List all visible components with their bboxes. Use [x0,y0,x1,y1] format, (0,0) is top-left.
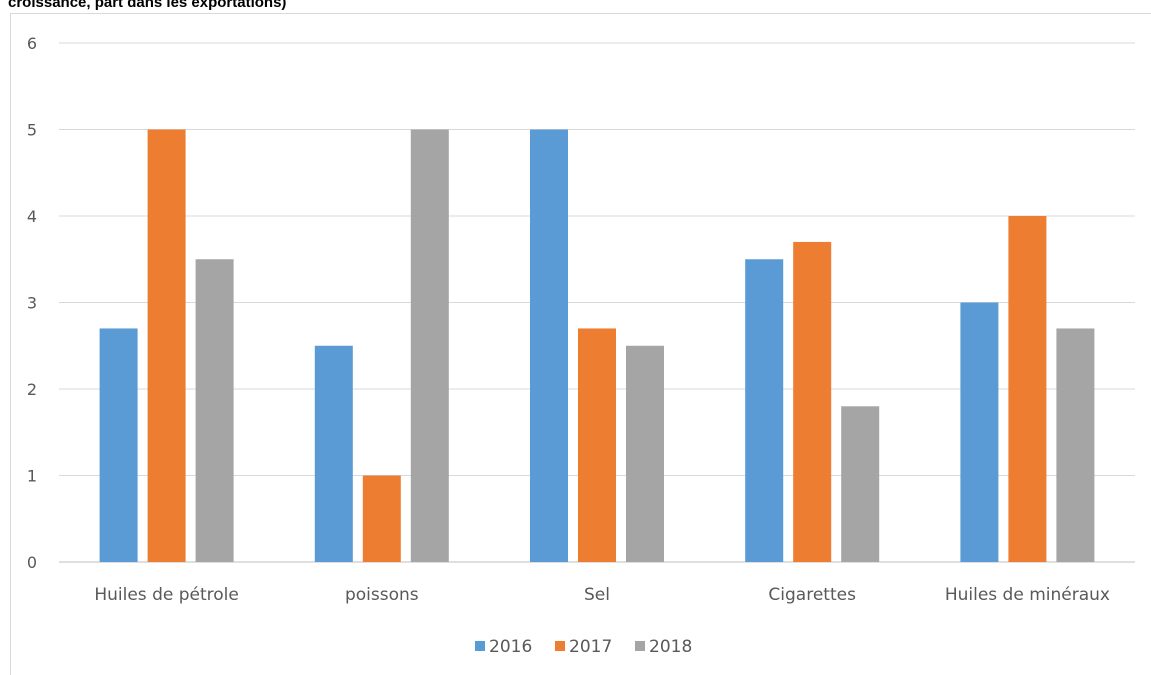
x-category-label: Sel [584,585,610,605]
x-category-label: Huiles de minéraux [945,585,1110,605]
page-title: croissance, part dans les exportations) [8,0,287,11]
legend-label-2016: 2016 [489,637,532,657]
bar-2018-0 [195,259,234,562]
bar-2017-1 [362,475,401,562]
legend-swatch-2016 [475,641,485,651]
bars [99,129,1095,562]
y-tick-label: 0 [27,553,37,572]
y-tick-label: 4 [27,207,37,226]
x-axis-categories: Huiles de pétrole poissons Sel Cigarettes Hu… [94,585,1110,605]
legend-swatch-2018 [635,641,645,651]
bar-2018-1 [410,129,449,562]
legend-label-2017: 2017 [569,637,612,657]
chart-frame [10,13,1151,675]
bar-2017-2 [578,328,616,562]
bar-2018-3 [841,406,880,562]
bar-2016-4 [960,302,999,562]
legend-swatch-2017 [555,641,565,651]
bar-2016-1 [314,345,353,562]
y-tick-label: 3 [27,294,37,313]
y-tick-label: 1 [27,467,37,486]
y-tick-label: 5 [27,121,37,140]
bar-2017-0 [147,129,186,562]
bar-2018-2 [626,345,664,562]
bar-2016-0 [99,328,138,562]
y-tick-label: 2 [27,380,37,399]
bar-2018-4 [1056,328,1095,562]
x-category-label: poissons [345,585,419,605]
legend: 2016 2017 2018 [475,637,692,657]
bar-2016-2 [530,129,568,562]
bar-2016-3 [745,259,784,562]
bar-2017-4 [1008,216,1047,562]
legend-label-2018: 2018 [649,637,692,657]
y-tick-label: 6 [27,34,37,53]
x-category-label: Cigarettes [768,585,856,605]
x-category-label: Huiles de pétrole [94,585,239,605]
y-axis-ticks: 0 1 2 3 4 5 6 [27,34,37,572]
bar-2017-3 [793,241,832,562]
